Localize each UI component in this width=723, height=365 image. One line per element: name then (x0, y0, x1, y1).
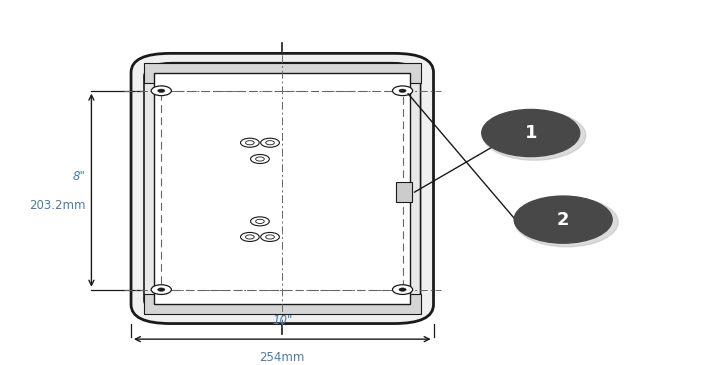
Circle shape (399, 288, 406, 291)
Circle shape (393, 86, 413, 96)
Circle shape (256, 157, 265, 161)
FancyBboxPatch shape (144, 63, 421, 314)
Circle shape (241, 138, 260, 147)
Circle shape (246, 235, 254, 239)
Circle shape (482, 110, 580, 157)
Circle shape (246, 141, 254, 145)
Text: 10": 10" (272, 314, 293, 327)
Text: 1: 1 (524, 124, 537, 142)
Text: 203.2mm: 203.2mm (29, 199, 85, 212)
Circle shape (251, 217, 269, 226)
Circle shape (515, 197, 618, 247)
Circle shape (266, 141, 274, 145)
Circle shape (256, 219, 265, 223)
Circle shape (514, 196, 612, 243)
Circle shape (483, 111, 586, 160)
FancyBboxPatch shape (131, 53, 434, 323)
Circle shape (151, 86, 171, 96)
Bar (144, 294, 421, 314)
Circle shape (261, 233, 279, 242)
Circle shape (151, 285, 171, 295)
Text: 8": 8" (73, 170, 85, 183)
Circle shape (241, 233, 260, 242)
Bar (161, 91, 403, 289)
Circle shape (251, 154, 269, 164)
Circle shape (399, 89, 406, 92)
Circle shape (261, 138, 279, 147)
Circle shape (266, 235, 274, 239)
Text: 2: 2 (557, 211, 570, 228)
Bar (144, 63, 421, 83)
Text: 254mm: 254mm (260, 351, 305, 364)
Bar (154, 73, 411, 304)
Circle shape (393, 285, 413, 295)
Circle shape (158, 89, 165, 92)
Circle shape (158, 288, 165, 291)
Bar (396, 182, 412, 202)
